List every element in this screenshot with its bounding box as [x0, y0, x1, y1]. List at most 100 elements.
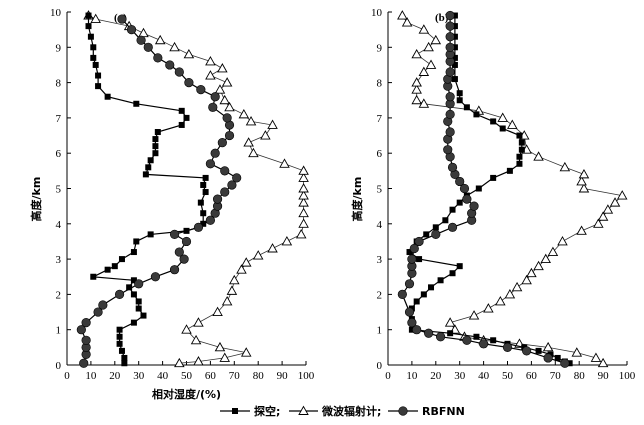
data-point-triangle: [267, 243, 278, 253]
data-point-circle: [445, 92, 455, 102]
data-point-circle: [196, 85, 206, 95]
data-point-circle: [232, 173, 242, 183]
data-point-circle: [404, 307, 415, 317]
data-point-square: [118, 256, 125, 263]
data-point-square: [442, 217, 449, 224]
y-tick-label: 0: [56, 360, 62, 372]
data-point-triangle: [181, 324, 192, 334]
data-point-square: [449, 270, 456, 277]
data-point-square: [130, 277, 137, 284]
data-point-triangle: [193, 356, 204, 366]
data-point-triangle: [468, 310, 480, 320]
data-point-triangle: [609, 197, 621, 207]
data-point-triangle: [483, 303, 494, 313]
data-point-square: [126, 284, 133, 291]
data-point-square: [451, 44, 458, 51]
data-point-circle: [181, 236, 192, 247]
legend-label: 探空;: [254, 404, 280, 418]
data-point-triangle: [138, 27, 149, 38]
data-point-square: [200, 210, 207, 217]
data-point-circle: [543, 353, 553, 363]
data-point-square: [490, 337, 497, 344]
data-point-circle: [479, 339, 489, 349]
data-point-triangle: [616, 190, 628, 200]
data-point-circle: [459, 183, 470, 194]
data-point-circle: [445, 109, 455, 119]
data-point-circle: [76, 325, 86, 335]
data-point-triangle: [238, 108, 250, 119]
data-point-triangle: [542, 341, 554, 352]
data-point-circle: [435, 332, 446, 342]
data-point-square: [85, 12, 92, 19]
data-point-square: [475, 185, 482, 192]
x-tick-label: 40: [478, 370, 490, 382]
data-point-square: [516, 160, 523, 167]
data-point-triangle: [444, 317, 456, 327]
data-point-triangle: [526, 267, 537, 278]
data-point-circle: [447, 162, 458, 172]
y-tick-label: 5: [56, 184, 62, 196]
data-point-circle: [462, 335, 472, 345]
series-line-square: [87, 15, 207, 364]
data-point-square: [420, 291, 427, 298]
data-point-square: [152, 136, 159, 143]
data-point-square: [408, 326, 415, 333]
data-point-square: [535, 347, 542, 354]
data-point-triangle: [411, 94, 422, 105]
x-tick-label: 20: [109, 370, 121, 382]
legend-label: 微波辐射计;: [321, 404, 381, 418]
data-point-circle: [404, 279, 415, 289]
data-point-triangle: [219, 94, 231, 105]
data-point-square: [152, 143, 159, 150]
x-tick-label: 50: [181, 370, 193, 382]
data-point-circle: [447, 222, 458, 232]
x-tick-label: 20: [430, 370, 442, 382]
data-point-square: [451, 61, 458, 68]
data-point-circle: [210, 92, 220, 102]
data-point-circle: [205, 159, 215, 169]
data-point-circle: [443, 145, 453, 155]
data-point-square: [95, 83, 102, 90]
panel-label: (b): [435, 12, 449, 24]
data-point-square: [473, 111, 480, 118]
data-point-square: [140, 312, 147, 319]
y-tick-label: 0: [377, 360, 383, 372]
data-point-square: [130, 319, 137, 326]
data-point-square: [456, 97, 463, 104]
data-point-triangle: [298, 183, 309, 193]
data-point-circle: [224, 130, 235, 141]
data-point-triangle: [90, 13, 101, 24]
data-point-square: [90, 54, 97, 61]
y-tick-label: 8: [377, 78, 383, 90]
y-tick-label: 4: [56, 219, 62, 231]
data-point-square: [95, 72, 102, 79]
data-point-circle: [560, 358, 570, 368]
data-point-circle: [414, 236, 424, 247]
data-point-triangle: [411, 84, 422, 94]
data-point-circle: [153, 53, 163, 63]
data-point-square: [473, 333, 480, 340]
x-axis-label: 相对湿度/(%): [152, 387, 221, 401]
data-point-square: [178, 107, 185, 114]
data-point-square: [451, 12, 458, 19]
data-point-triangle: [418, 98, 430, 108]
data-point-circle: [445, 127, 455, 137]
data-point-triangle: [401, 17, 413, 27]
data-point-triangle: [430, 34, 442, 45]
data-point-circle: [445, 67, 455, 77]
x-tick-label: 10: [85, 370, 97, 382]
data-point-circle: [397, 289, 407, 300]
data-point-triangle: [533, 260, 544, 271]
data-point-square: [90, 44, 97, 51]
data-point-square: [121, 360, 128, 367]
data-point-circle: [134, 279, 144, 289]
data-point-triangle: [298, 190, 309, 200]
data-point-triangle: [240, 347, 252, 357]
data-point-circle: [79, 358, 89, 368]
data-point-circle: [445, 42, 455, 52]
data-point-square: [90, 273, 97, 280]
data-point-triangle: [226, 285, 238, 295]
data-point-triangle: [578, 168, 590, 179]
data-point-triangle: [236, 264, 247, 274]
data-point-triangle: [281, 236, 293, 246]
